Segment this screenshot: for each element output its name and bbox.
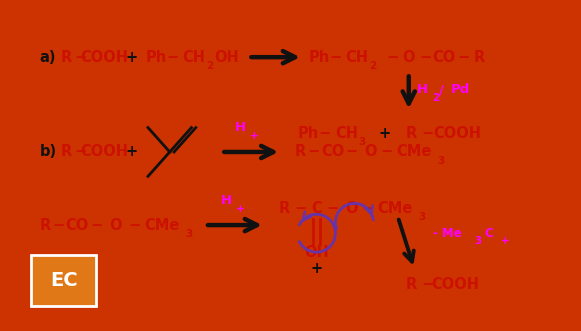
Text: +: + (310, 261, 322, 276)
FancyBboxPatch shape (31, 255, 96, 306)
Text: CMe: CMe (396, 144, 432, 160)
Text: −: − (90, 217, 102, 233)
Text: CMe: CMe (144, 217, 180, 233)
Text: +: + (125, 144, 138, 160)
Text: R: R (295, 144, 306, 160)
Text: Ph: Ph (145, 50, 167, 65)
Text: 3: 3 (358, 137, 365, 147)
Text: H: H (221, 194, 232, 207)
Text: COOH: COOH (433, 125, 482, 140)
Text: −: − (294, 201, 306, 216)
Text: H: H (417, 83, 428, 96)
Text: R: R (61, 144, 72, 160)
Text: CO: CO (321, 144, 345, 160)
Text: 2: 2 (369, 61, 376, 71)
Text: +: + (125, 50, 138, 65)
Text: R: R (61, 50, 72, 65)
Text: CMe: CMe (378, 201, 413, 216)
Text: R: R (278, 201, 289, 216)
Text: OH: OH (214, 50, 239, 65)
Text: O: O (403, 50, 415, 65)
Text: +: + (236, 204, 245, 214)
Text: R: R (406, 125, 417, 140)
Text: R: R (406, 277, 417, 292)
Text: O: O (364, 144, 377, 160)
Text: +: + (250, 131, 259, 141)
Text: −: − (386, 50, 399, 65)
Text: +: + (501, 236, 510, 246)
Text: O: O (109, 217, 121, 233)
Text: a): a) (40, 50, 56, 65)
Text: H: H (235, 121, 246, 134)
Text: −: − (346, 144, 358, 160)
Text: OH: OH (304, 245, 329, 260)
Text: 2: 2 (206, 61, 213, 71)
Text: - Me: - Me (433, 227, 462, 240)
Text: 3: 3 (437, 156, 445, 166)
Text: EC: EC (50, 271, 78, 290)
Text: CH: CH (335, 125, 358, 140)
Text: CH: CH (346, 50, 368, 65)
Text: −: − (52, 217, 64, 233)
Text: −: − (318, 125, 331, 140)
Text: b): b) (40, 144, 56, 160)
Text: −: − (166, 50, 178, 65)
Text: −: − (128, 217, 141, 233)
Text: 3: 3 (419, 213, 426, 222)
Text: −: − (74, 144, 86, 160)
Text: −: − (362, 201, 374, 216)
Text: COOH: COOH (431, 277, 479, 292)
Text: /: / (439, 83, 444, 96)
Text: −: − (422, 277, 434, 292)
Text: Ph: Ph (297, 125, 319, 140)
Text: Pd: Pd (451, 83, 470, 96)
Text: COOH: COOH (81, 144, 128, 160)
Text: 3: 3 (185, 229, 192, 239)
Text: −: − (419, 50, 431, 65)
Text: C: C (485, 227, 493, 240)
Text: −: − (422, 125, 434, 140)
Text: CO: CO (66, 217, 89, 233)
Text: R: R (39, 217, 51, 233)
Text: −: − (74, 50, 86, 65)
Text: CO: CO (432, 50, 456, 65)
Text: 3: 3 (474, 236, 481, 246)
Text: +: + (378, 125, 390, 140)
Text: Ph: Ph (309, 50, 330, 65)
Text: −: − (457, 50, 469, 65)
Text: −: − (329, 50, 342, 65)
Text: −: − (327, 201, 339, 216)
Text: COOH: COOH (81, 50, 128, 65)
Text: −: − (307, 144, 320, 160)
Text: C: C (311, 201, 322, 216)
Text: R: R (474, 50, 485, 65)
Text: −: − (381, 144, 393, 160)
Text: CH: CH (182, 50, 206, 65)
Text: O: O (346, 201, 358, 216)
Text: 2: 2 (432, 93, 440, 103)
